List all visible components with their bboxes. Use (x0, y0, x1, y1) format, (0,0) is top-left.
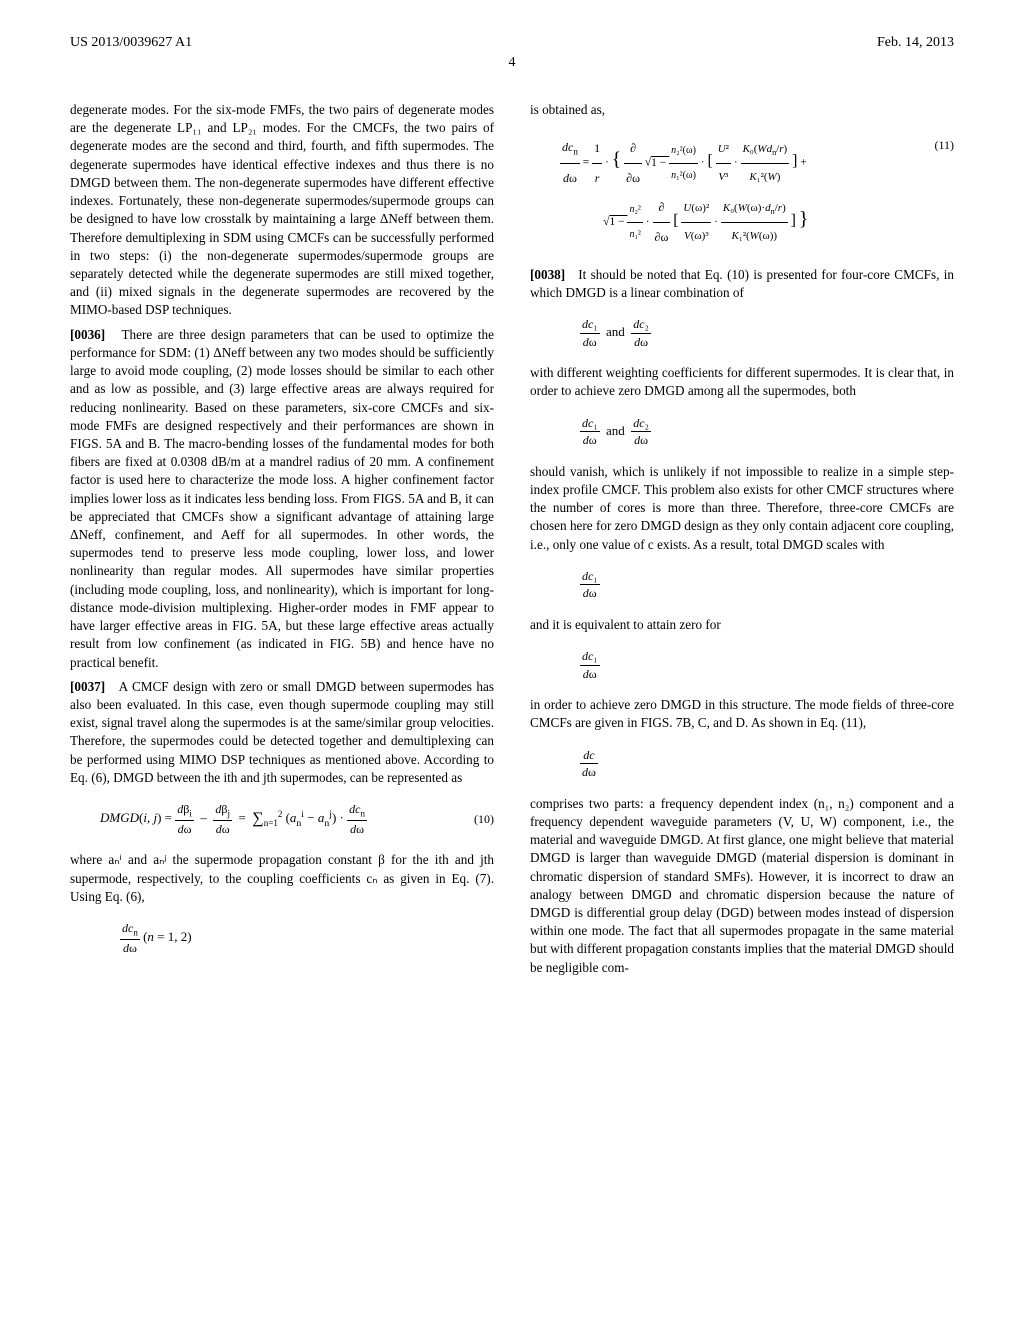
page-header: US 2013/0039627 A1 Feb. 14, 2013 (70, 35, 954, 51)
para-text: It should be noted that Eq. (10) is pres… (530, 267, 954, 300)
equation-inline: dc₁dω and dc₂dω (580, 316, 954, 350)
paragraph: [0036] There are three design parameters… (70, 326, 494, 672)
equation-inline: dc₁dω and dc₂dω (580, 415, 954, 449)
equation-11: dcndω = 1r · { ∂∂ω √1 − n₂²(ω)n₁²(ω) · [… (560, 133, 954, 251)
equation-10: DMGD(i, j) = dβidω – dβjdω = ∑n=12 (ani … (100, 801, 494, 837)
eq-body: DMGD(i, j) = dβidω – dβjdω = ∑n=12 (ani … (100, 801, 367, 837)
para-text: There are three design parameters that c… (70, 327, 494, 670)
para-number: [0038] (530, 267, 565, 282)
pub-number: US 2013/0039627 A1 (70, 35, 192, 51)
page-number: 4 (70, 55, 954, 71)
eq-body: dcndω = 1r · { ∂∂ω √1 − n₂²(ω)n₁²(ω) · [… (560, 133, 808, 251)
paragraph: and it is equivalent to attain zero for (530, 616, 954, 634)
paragraph: in order to achieve zero DMGD in this st… (530, 696, 954, 732)
equation-inline: dcdω (580, 747, 954, 781)
paragraph: [0038] It should be noted that Eq. (10) … (530, 266, 954, 302)
paragraph: with different weighting coefficients fo… (530, 364, 954, 400)
right-column: is obtained as, dcndω = 1r · { ∂∂ω √1 − … (530, 101, 954, 983)
left-column: degenerate modes. For the six-mode FMFs,… (70, 101, 494, 983)
equation-inline: dc₁dω (580, 648, 954, 682)
pub-date: Feb. 14, 2013 (877, 35, 954, 51)
page: US 2013/0039627 A1 Feb. 14, 2013 4 degen… (0, 0, 1024, 1320)
paragraph: [0037] A CMCF design with zero or small … (70, 678, 494, 787)
paragraph: is obtained as, (530, 101, 954, 119)
paragraph: where aₙⁱ and aₙʲ the supermode propagat… (70, 851, 494, 906)
para-text: A CMCF design with zero or small DMGD be… (70, 679, 494, 785)
equation-inline: dcndω (n = 1, 2) (120, 920, 494, 956)
text-columns: degenerate modes. For the six-mode FMFs,… (70, 101, 954, 983)
eq-number: (10) (474, 811, 494, 828)
para-number: [0037] (70, 679, 105, 694)
eq-number: (11) (934, 133, 954, 157)
para-number: [0036] (70, 327, 105, 342)
paragraph: should vanish, which is unlikely if not … (530, 463, 954, 554)
equation-inline: dc₁dω (580, 568, 954, 602)
paragraph: comprises two parts: a frequency depende… (530, 795, 954, 977)
paragraph: degenerate modes. For the six-mode FMFs,… (70, 101, 494, 320)
